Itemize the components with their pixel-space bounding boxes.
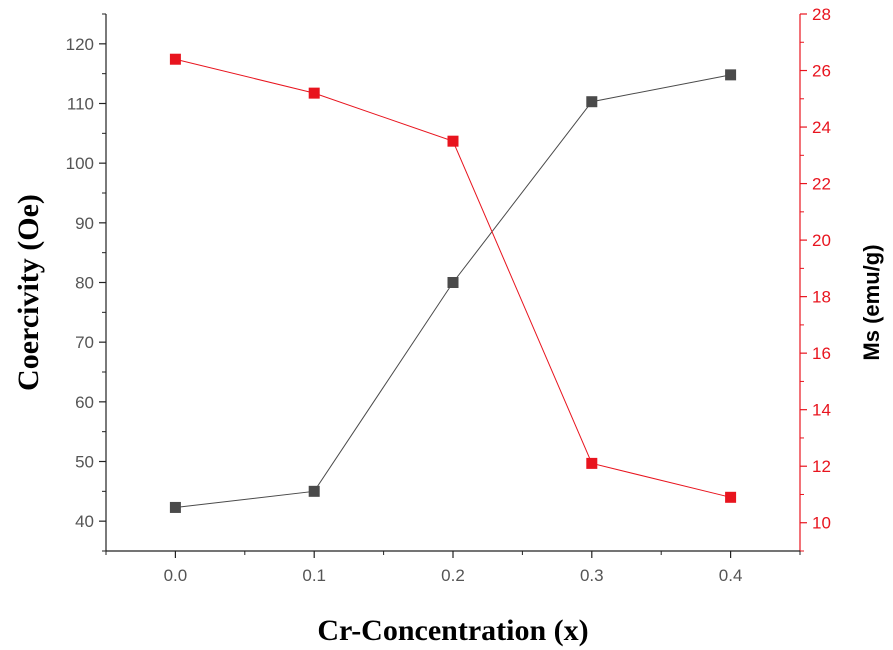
series-coercivity-point	[308, 485, 320, 497]
right-tick-label: 26	[812, 62, 831, 81]
x-tick-label: 0.4	[719, 566, 743, 585]
ticks-group: 40 50 60 70 80 90 100 110 120 10 12 14 16 18 20 22 24 26 2…	[66, 5, 831, 585]
right-tick-label: 12	[812, 457, 831, 476]
series-group	[169, 53, 737, 513]
x-tick-label: 0.1	[302, 566, 326, 585]
x-axis-title: Cr-Concentration (x)	[317, 614, 588, 647]
left-tick-label: 50	[75, 453, 94, 472]
right-axis-title: Ms (emu/g)	[859, 244, 884, 360]
series-coercivity-point	[725, 69, 737, 81]
right-tick-label: 20	[812, 231, 831, 250]
x-tick-label: 0.0	[164, 566, 188, 585]
x-tick-label: 0.3	[580, 566, 604, 585]
series-ms-point	[447, 135, 459, 147]
right-tick-label: 22	[812, 175, 831, 194]
right-tick-label: 14	[812, 401, 831, 420]
left-tick-label: 70	[75, 333, 94, 352]
left-tick-label: 60	[75, 393, 94, 412]
left-tick-label: 80	[75, 274, 94, 293]
left-tick-label: 120	[66, 35, 94, 54]
left-axis-title: Coercivity (Oe)	[12, 194, 45, 391]
series-ms-point	[308, 87, 320, 99]
series-ms-point	[725, 491, 737, 503]
left-tick-label: 40	[75, 512, 94, 531]
right-tick-label: 28	[812, 5, 831, 24]
series-coercivity-point	[447, 277, 459, 288]
left-tick-label: 110	[67, 95, 94, 114]
x-tick-label: 0.2	[441, 566, 465, 585]
right-tick-label: 16	[812, 344, 831, 363]
right-tick-label: 10	[812, 514, 831, 533]
left-tick-label: 90	[75, 214, 94, 233]
right-tick-label: 18	[812, 288, 831, 307]
left-tick-label: 100	[66, 154, 94, 173]
right-tick-label: 24	[812, 118, 831, 137]
series-coercivity-point	[586, 96, 598, 108]
series-ms-point	[169, 53, 181, 65]
series-ms-point	[586, 457, 598, 469]
series-coercivity-point	[169, 501, 181, 513]
